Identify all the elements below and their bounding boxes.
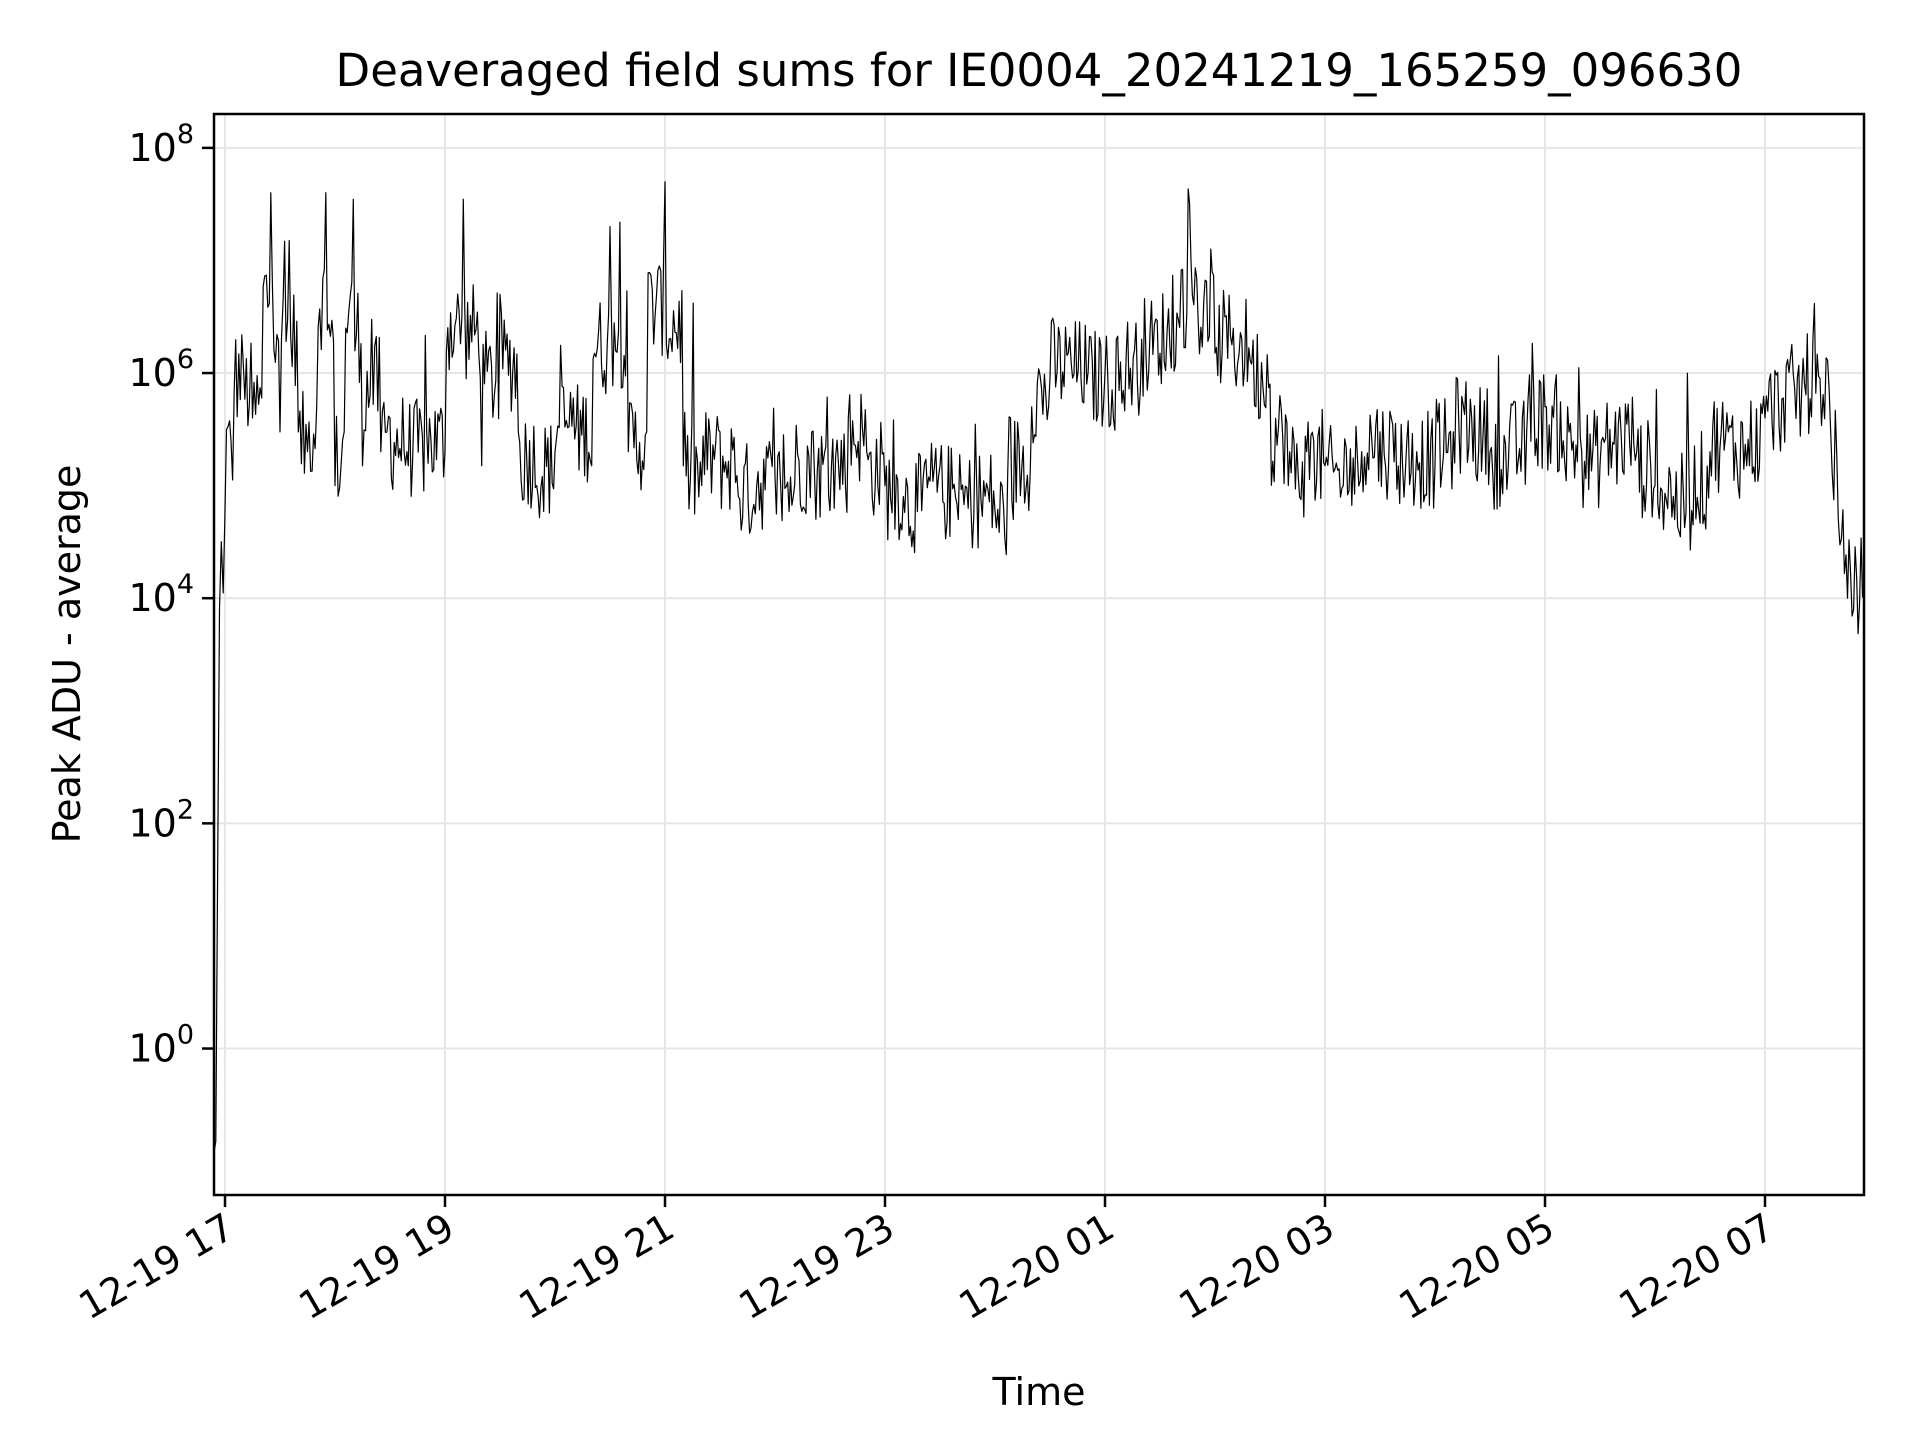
y-tick-label: 100 bbox=[128, 1020, 194, 1071]
y-tick-base: 10 bbox=[128, 801, 176, 845]
y-tick-base: 10 bbox=[128, 126, 176, 170]
y-tick-label: 104 bbox=[128, 569, 194, 620]
y-axis-label: Peak ADU - average bbox=[45, 465, 89, 844]
y-tick-exponent: 0 bbox=[177, 1020, 194, 1051]
x-axis-label: Time bbox=[992, 1370, 1086, 1414]
plot-frame bbox=[212, 112, 1866, 1197]
y-tick-label: 108 bbox=[128, 119, 194, 170]
grid bbox=[214, 114, 1864, 1195]
chart-title: Deaveraged field sums for IE0004_2024121… bbox=[336, 44, 1743, 97]
series-line bbox=[214, 181, 1864, 1167]
y-tick-base: 10 bbox=[128, 576, 176, 620]
y-tick-exponent: 4 bbox=[177, 569, 194, 600]
y-tick-label: 106 bbox=[128, 344, 194, 395]
y-tick-base: 10 bbox=[128, 1027, 176, 1071]
y-tick-base: 10 bbox=[128, 351, 176, 395]
y-tick-exponent: 6 bbox=[177, 344, 194, 375]
y-tick-exponent: 2 bbox=[177, 794, 194, 825]
y-tick-exponent: 8 bbox=[177, 119, 194, 150]
y-tick-label: 102 bbox=[128, 794, 194, 845]
